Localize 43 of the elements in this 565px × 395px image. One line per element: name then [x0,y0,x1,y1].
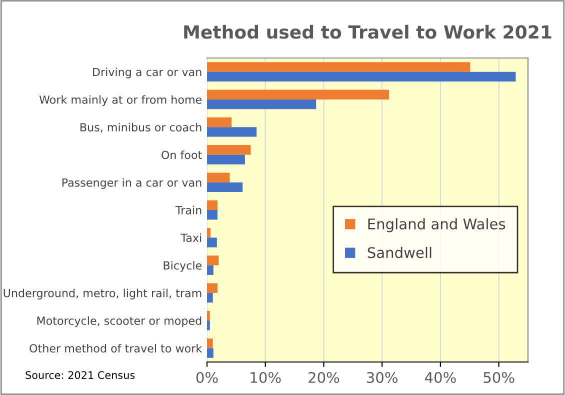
bar [207,182,243,192]
y-tick-label: Bicycle [164,261,202,272]
y-tick-label: Other method of travel to work [30,344,202,353]
bar [207,90,390,100]
chart-title: Method used to Travel to Work 2021 [184,24,552,39]
bar [207,127,257,137]
y-tick-label: Underground, metro, light rail, tram [4,288,202,300]
y-tick-label: Motorcycle, scooter or moped [37,316,202,328]
bar [207,256,219,266]
y-tick-label: Passenger in a car or van [62,178,202,189]
bar [207,228,210,238]
legend-label: England and Wales [368,218,506,232]
bar [207,154,245,164]
bar [207,348,214,358]
y-tick-label: Work mainly at or from home [39,95,202,106]
y-tick-label: Taxi [180,233,202,242]
bar [207,117,232,128]
bar [207,310,210,321]
x-tick-label: 30% [366,372,398,384]
bar [207,283,218,293]
bar [207,200,218,210]
bar [207,338,213,348]
source-note: Source: 2021 Census [26,371,135,380]
bar [207,292,213,303]
bar [207,210,218,220]
bar [207,62,470,72]
y-tick-label: Train [175,206,202,214]
x-tick-label: 50% [484,372,514,384]
y-tick-label: Bus, minibus or coach [80,122,202,133]
bar [207,99,316,110]
x-tick-label: 20% [308,372,340,384]
bar [207,265,214,275]
legend-label: Sandwell [368,246,432,258]
bar [207,238,217,248]
x-tick-label: 10% [250,372,281,384]
bar [207,72,516,82]
x-tick-label: 40% [424,372,456,384]
bar [207,172,230,182]
y-tick-label: Driving a car or van [93,68,202,78]
bar [207,320,210,330]
bar [207,145,251,155]
x-tick-label: 0% [196,372,218,384]
y-tick-label: On foot [162,150,202,160]
